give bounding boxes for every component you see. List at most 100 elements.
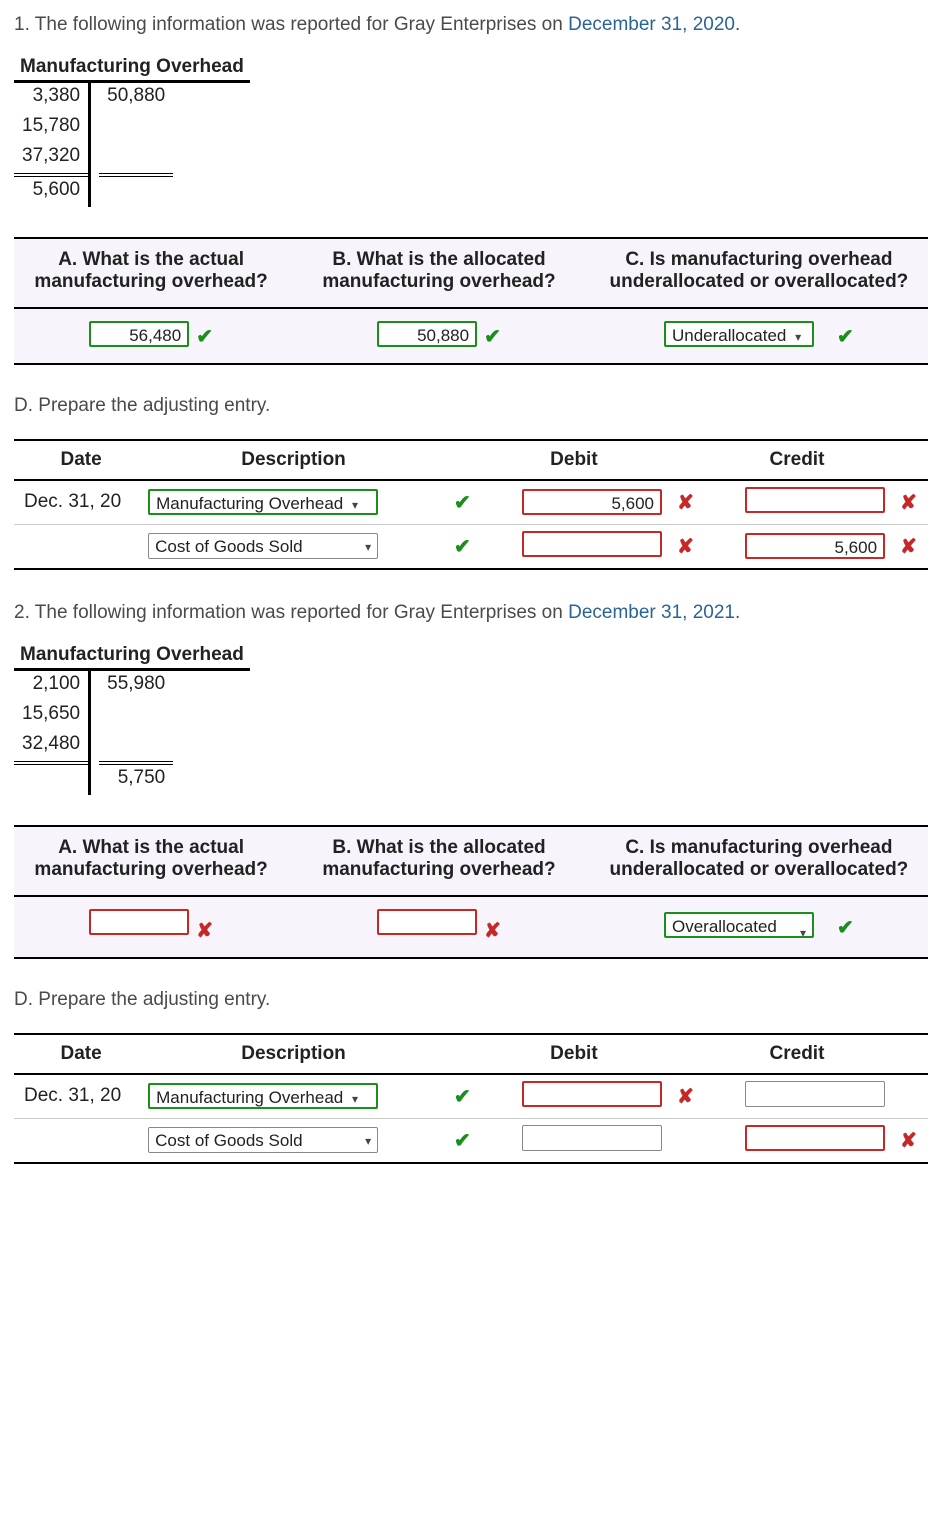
q2-intro-b: . <box>735 602 740 623</box>
q1-a-cell: 56,480 ✔ <box>14 308 288 364</box>
q2-a-cell: ✘ <box>14 896 288 958</box>
t-cell: 37,320 <box>14 143 88 173</box>
col-c-head: C. Is manufacturing overhead underalloca… <box>590 238 928 308</box>
col-credit: Credit <box>705 1034 889 1074</box>
check-icon: ✔ <box>454 492 471 514</box>
col-b-head: B. What is the allocated manufacturing o… <box>288 238 590 308</box>
chevron-down-icon: ▾ <box>800 920 806 946</box>
credit-input[interactable] <box>745 1081 885 1107</box>
credit-cell <box>705 1118 889 1163</box>
q1-t-col-left: 3,380 15,780 37,320 5,600 <box>14 83 91 207</box>
debit-input[interactable]: 5,600 <box>522 489 662 515</box>
t-cell <box>99 143 173 173</box>
q2-t-account-title: Manufacturing Overhead <box>14 642 250 671</box>
t-cell: 15,780 <box>14 113 88 143</box>
q2-t-col-right: 55,980 5,750 <box>91 671 173 795</box>
credit-input[interactable] <box>745 1125 885 1151</box>
q2-intro-link[interactable]: December 31, 2021 <box>568 602 735 623</box>
check-icon: ✔ <box>454 1086 471 1108</box>
credit-mark-cell: ✘ <box>889 524 928 569</box>
desc-select[interactable]: Manufacturing Overhead ▾ <box>148 489 378 515</box>
q1-b-input[interactable]: 50,880 <box>377 321 477 347</box>
col-credit-mark <box>889 440 928 480</box>
desc-select[interactable]: Cost of Goods Sold ▾ <box>148 1127 378 1153</box>
q1-c-value: Underallocated <box>672 326 786 345</box>
debit-input[interactable] <box>522 531 662 557</box>
check-icon: ✔ <box>484 324 501 349</box>
col-b-head: B. What is the allocated manufacturing o… <box>288 826 590 896</box>
q2-c-select[interactable]: Overallocated ▾ <box>664 912 814 938</box>
q2-b-cell: ✘ <box>288 896 590 958</box>
q2-c-cell: Overallocated ▾ ✔ <box>590 896 928 958</box>
col-desc-mark <box>443 440 482 480</box>
col-debit-mark <box>666 440 705 480</box>
t-cell: 5,600 <box>14 173 88 207</box>
credit-input[interactable]: 5,600 <box>745 533 885 559</box>
q1-d-head: D. Prepare the adjusting entry. <box>14 395 928 417</box>
col-debit-mark <box>666 1034 705 1074</box>
credit-input[interactable] <box>745 487 885 513</box>
q2-t-account: Manufacturing Overhead 2,100 15,650 32,4… <box>14 642 250 795</box>
chevron-down-icon: ▾ <box>352 492 358 518</box>
q2-intro: 2. The following information was reporte… <box>14 602 928 624</box>
cross-icon: ✘ <box>677 492 694 514</box>
table-row: Dec. 31, 20 Manufacturing Overhead ▾ ✔ 5… <box>14 480 928 525</box>
q2-a-input[interactable] <box>89 909 189 935</box>
col-date: Date <box>14 1034 144 1074</box>
q2-d-head: D. Prepare the adjusting entry. <box>14 989 928 1011</box>
col-desc: Description <box>144 1034 443 1074</box>
desc-cell: Cost of Goods Sold ▾ <box>144 524 443 569</box>
debit-cell <box>482 524 666 569</box>
check-icon: ✔ <box>196 324 213 349</box>
q2-b-input[interactable] <box>377 909 477 935</box>
chevron-down-icon: ▾ <box>365 1128 371 1154</box>
cross-icon: ✘ <box>900 536 917 558</box>
cross-icon: ✘ <box>484 918 501 943</box>
debit-input[interactable] <box>522 1125 662 1151</box>
question-2: 2. The following information was reporte… <box>14 602 928 1164</box>
desc-cell: Cost of Goods Sold ▾ <box>144 1118 443 1163</box>
debit-mark-cell: ✘ <box>666 480 705 525</box>
t-cell: 3,380 <box>14 83 88 113</box>
t-cell <box>99 113 173 143</box>
debit-cell: 5,600 <box>482 480 666 525</box>
date-cell <box>14 1118 144 1163</box>
t-cell: 55,980 <box>99 671 173 701</box>
q1-journal: Date Description Debit Credit Dec. 31, 2… <box>14 439 928 570</box>
q1-t-account: Manufacturing Overhead 3,380 15,780 37,3… <box>14 54 250 207</box>
desc-mark-cell: ✔ <box>443 524 482 569</box>
q1-intro-link[interactable]: December 31, 2020 <box>568 14 735 35</box>
q2-c-value: Overallocated <box>672 917 777 936</box>
question-1: 1. The following information was reporte… <box>14 14 928 570</box>
debit-cell <box>482 1118 666 1163</box>
q1-c-select[interactable]: Underallocated ▾ <box>664 321 814 347</box>
cross-icon: ✘ <box>677 536 694 558</box>
col-a-head: A. What is the actual manufacturing over… <box>14 826 288 896</box>
desc-value: Manufacturing Overhead <box>156 1088 343 1107</box>
desc-mark-cell: ✔ <box>443 1074 482 1119</box>
desc-mark-cell: ✔ <box>443 1118 482 1163</box>
credit-mark-cell: ✘ <box>889 480 928 525</box>
credit-cell <box>705 1074 889 1119</box>
col-date: Date <box>14 440 144 480</box>
debit-input[interactable] <box>522 1081 662 1107</box>
chevron-down-icon: ▾ <box>352 1086 358 1112</box>
col-credit: Credit <box>705 440 889 480</box>
desc-select[interactable]: Manufacturing Overhead ▾ <box>148 1083 378 1109</box>
debit-mark-cell <box>666 1118 705 1163</box>
t-cell <box>99 173 173 207</box>
cross-icon: ✘ <box>900 1130 917 1152</box>
q2-t-account-body: 2,100 15,650 32,480 55,980 5,750 <box>14 671 250 795</box>
q2-t-col-left: 2,100 15,650 32,480 <box>14 671 91 795</box>
col-debit: Debit <box>482 440 666 480</box>
q2-abc-table: A. What is the actual manufacturing over… <box>14 825 928 959</box>
chevron-down-icon: ▾ <box>795 324 801 350</box>
q1-a-input[interactable]: 56,480 <box>89 321 189 347</box>
q1-intro-b: . <box>735 14 740 35</box>
t-cell <box>14 761 88 795</box>
desc-select[interactable]: Cost of Goods Sold ▾ <box>148 533 378 559</box>
t-cell: 2,100 <box>14 671 88 701</box>
debit-cell <box>482 1074 666 1119</box>
desc-value: Manufacturing Overhead <box>156 494 343 513</box>
q1-intro-a: 1. The following information was reporte… <box>14 14 568 35</box>
